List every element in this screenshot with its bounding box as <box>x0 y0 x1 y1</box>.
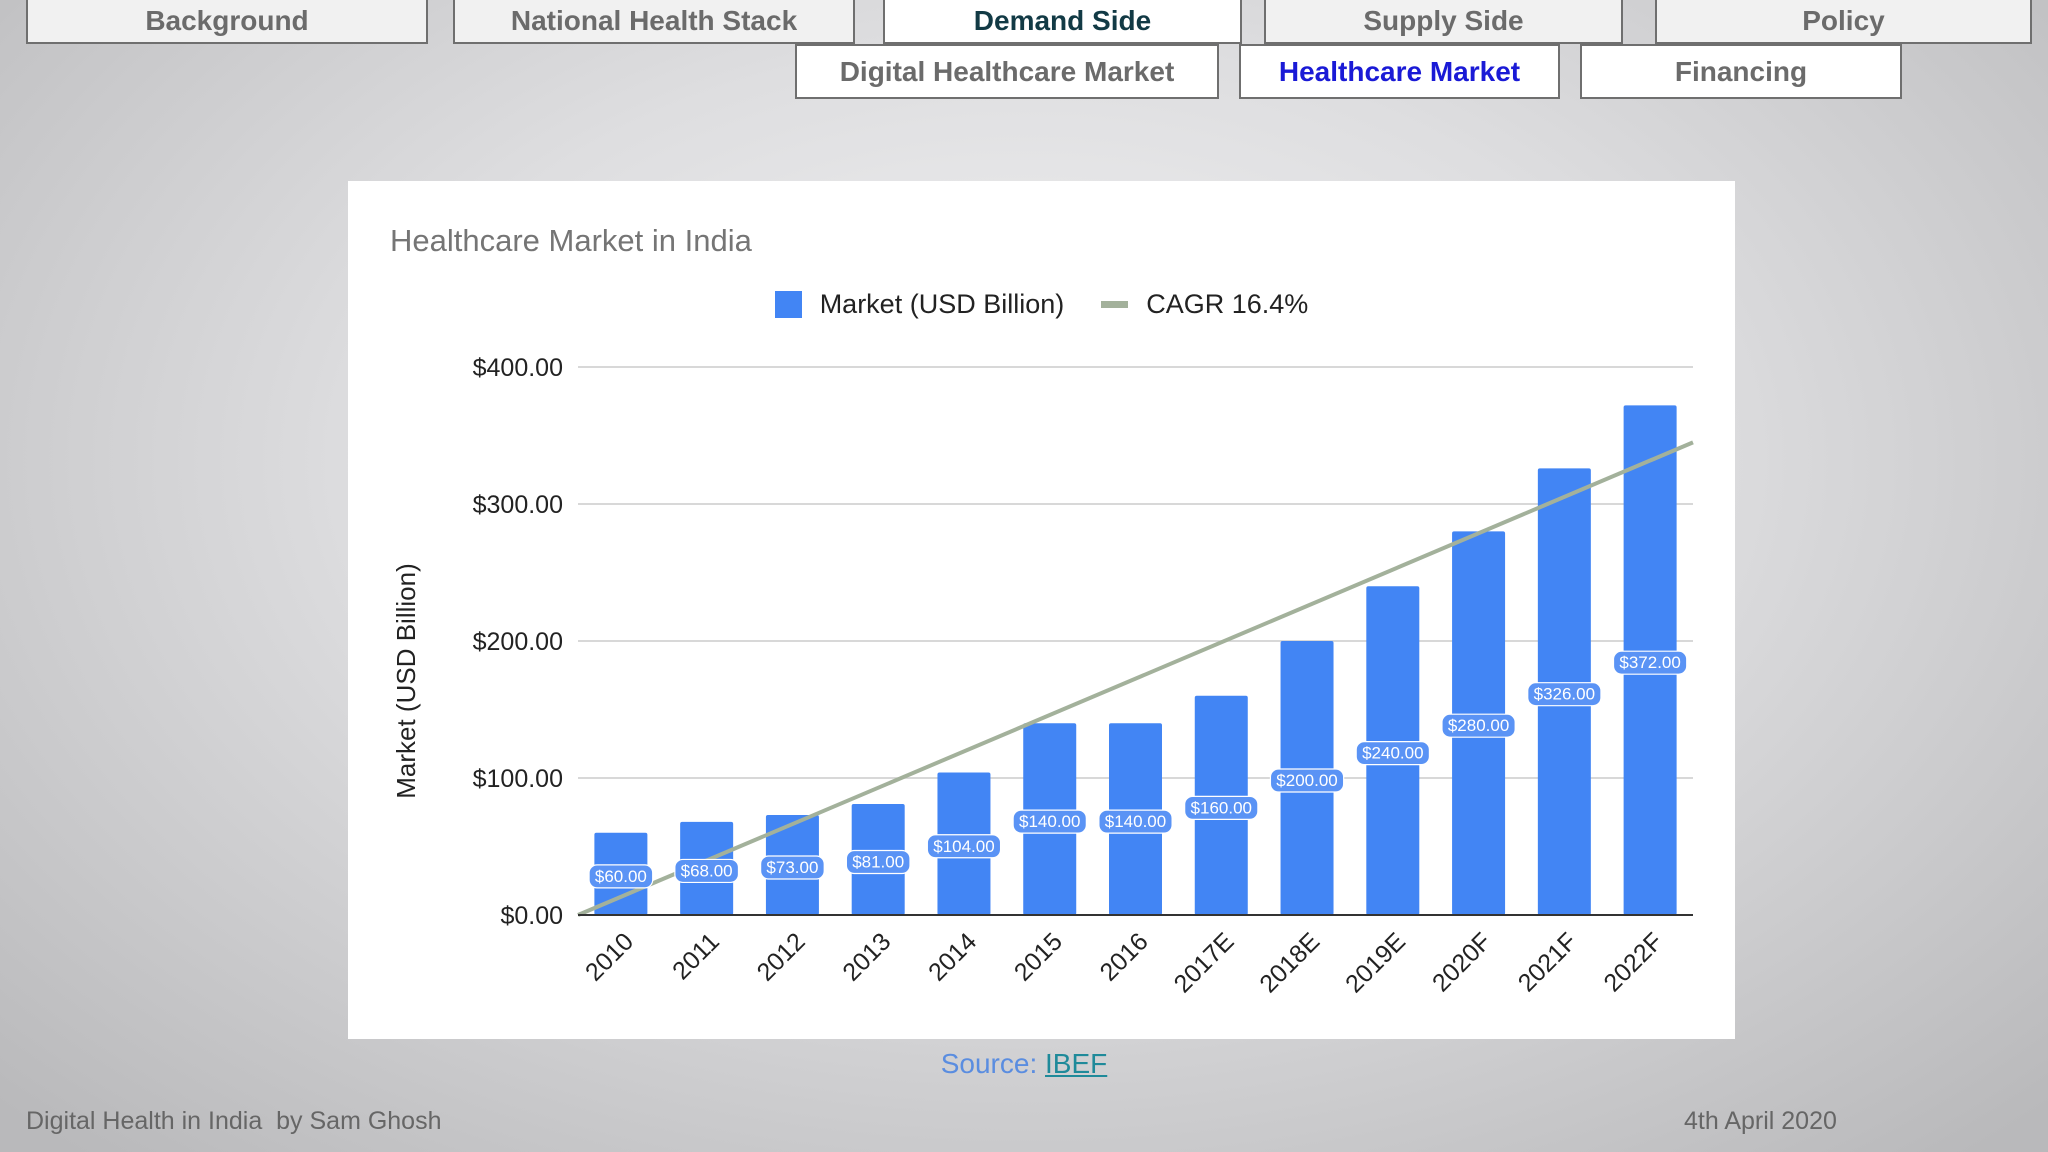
y-tick-label: $200.00 <box>473 628 563 656</box>
data-label: $81.00 <box>852 853 904 872</box>
y-tick-label: $100.00 <box>473 765 563 793</box>
x-tick-label: 2019E <box>1340 927 1411 998</box>
x-tick-label: 2016 <box>1095 927 1154 986</box>
source-prefix: Source: <box>940 1048 1046 1079</box>
x-tick-label: 2011 <box>667 927 725 985</box>
data-label: $160.00 <box>1191 798 1252 817</box>
y-tick-label: $0.00 <box>500 902 563 930</box>
y-tick-label: $400.00 <box>473 354 563 382</box>
data-label: $280.00 <box>1448 716 1509 735</box>
tab-demand-side[interactable]: Demand Side <box>883 0 1242 44</box>
data-label: $140.00 <box>1105 812 1166 831</box>
chart-legend: Market (USD Billion) CAGR 16.4% <box>348 289 1735 320</box>
data-label: $60.00 <box>595 867 647 886</box>
data-label: $104.00 <box>933 837 994 856</box>
data-label-bg <box>760 855 825 880</box>
x-tick-label: 2022F <box>1598 927 1668 997</box>
tab-supply-side[interactable]: Supply Side <box>1264 0 1623 44</box>
y-tick-label: $300.00 <box>473 491 563 519</box>
data-label: $372.00 <box>1619 653 1680 672</box>
data-label: $73.00 <box>766 858 818 877</box>
legend-swatch-market <box>774 291 802 318</box>
data-label-bg <box>1355 740 1431 766</box>
x-tick-label: 2021F <box>1513 927 1583 997</box>
subtab-label: Digital Healthcare Market <box>839 55 1175 87</box>
data-label-bg <box>1098 809 1173 834</box>
data-label: $68.00 <box>681 861 733 880</box>
chart-card: $0.00 $100.00 $200.00 $300.00 $400.00 Market … <box>348 181 1735 1039</box>
x-tick-label: 2015 <box>1009 927 1068 986</box>
x-tick-label: 2018E <box>1254 927 1325 998</box>
chart-title: Healthcare Market in India <box>390 223 752 258</box>
source-line: Source: IBEF <box>0 1048 2048 1080</box>
data-label: $140.00 <box>1019 812 1080 831</box>
x-tick-label: 2010 <box>580 927 639 986</box>
legend-label-cagr: CAGR 16.4% <box>1146 289 1309 319</box>
subtab-digital-healthcare-market[interactable]: Digital Healthcare Market <box>795 44 1219 99</box>
data-label-bg <box>588 864 654 889</box>
subtab-label: Financing <box>1674 55 1808 87</box>
tab-background[interactable]: Background <box>26 0 428 44</box>
data-label-bg <box>1269 768 1345 793</box>
data-label: $326.00 <box>1534 685 1595 704</box>
data-label-bg <box>845 849 911 875</box>
x-tick-label: 2017E <box>1169 927 1240 998</box>
data-label-bg <box>1012 809 1087 834</box>
data-label-bg <box>1612 650 1688 675</box>
x-tick-label: 2012 <box>752 927 811 986</box>
data-label-bg <box>1184 795 1259 821</box>
legend-item-market: Market (USD Billion) <box>774 289 1065 320</box>
data-label: $240.00 <box>1362 744 1423 763</box>
subtab-financing[interactable]: Financing <box>1580 44 1902 99</box>
footer-date: 4th April 2020 <box>1684 1107 1837 1135</box>
data-label-bg <box>674 858 740 884</box>
data-label-bg <box>1527 682 1602 707</box>
data-label-bg <box>926 834 1002 859</box>
x-tick-label: 2014 <box>923 927 982 986</box>
data-label-bg <box>1441 713 1516 738</box>
legend-item-cagr: CAGR 16.4% <box>1064 289 1308 320</box>
source-link[interactable]: IBEF <box>1045 1048 1108 1079</box>
subtab-label: Healthcare Market <box>1278 55 1521 87</box>
x-tick-label: 2020F <box>1427 927 1497 997</box>
subtab-healthcare-market[interactable]: Healthcare Market <box>1239 44 1560 99</box>
legend-swatch-cagr <box>1101 301 1129 308</box>
legend-label-market: Market (USD Billion) <box>819 289 1065 319</box>
data-label: $200.00 <box>1276 771 1337 790</box>
x-tick-label: 2013 <box>837 927 896 986</box>
bar-chart: $0.00 $100.00 $200.00 $300.00 $400.00 Market … <box>391 354 1694 998</box>
cagr-trend-line <box>577 440 1694 917</box>
y-axis-title: Market (USD Billion) <box>391 563 421 799</box>
tab-policy[interactable]: Policy <box>1655 0 2032 44</box>
footer-presentation-title: Digital Health in India by Sam Ghosh <box>26 1107 442 1135</box>
tab-national-health-stack[interactable]: National Health Stack <box>453 0 855 44</box>
